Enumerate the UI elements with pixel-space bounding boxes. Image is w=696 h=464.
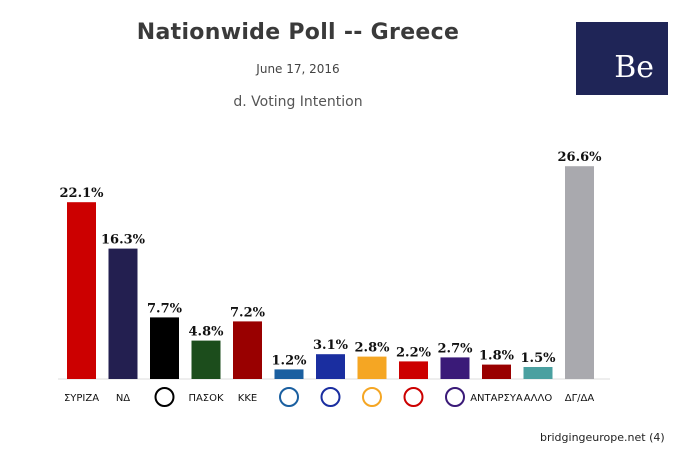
value-label-4: 7.2%: [230, 305, 266, 320]
bar-3: [191, 340, 221, 379]
category-label-1: ΝΔ: [116, 393, 130, 404]
value-label-9: 2.7%: [438, 341, 474, 356]
bar-8: [399, 361, 428, 379]
value-label-6: 3.1%: [313, 338, 349, 353]
value-label-3: 4.8%: [189, 325, 225, 340]
bar-0: [67, 202, 96, 379]
value-label-7: 2.8%: [355, 341, 391, 356]
value-label-10: 1.8%: [479, 349, 515, 364]
category-label-3: ΠΑΣΟΚ: [188, 393, 224, 404]
bar-2: [150, 317, 179, 379]
value-label-8: 2.2%: [396, 345, 432, 360]
category-label-4: ΚΚΕ: [238, 393, 257, 404]
category-label-11: ΑΛΛΟ: [524, 393, 553, 404]
category-label-12: ΔΓ/ΔΑ: [565, 393, 595, 404]
bar-6: [316, 354, 345, 379]
bar-12: [565, 166, 594, 379]
chart-subtitle: d. Voting Intention: [233, 94, 363, 110]
bar-4: [233, 321, 262, 379]
party-logo-icon-6: [320, 387, 341, 407]
party-logo-icon-9: [445, 387, 465, 407]
value-label-5: 1.2%: [272, 353, 308, 368]
source-label: bridgingeurope.net (4): [540, 431, 665, 444]
bar-1: [108, 248, 138, 379]
bar-9: [440, 357, 470, 379]
bar-10: [482, 364, 511, 379]
party-logo-icon-5: [279, 387, 299, 407]
bar-7: [357, 356, 387, 379]
value-label-2: 7.7%: [147, 301, 183, 316]
category-label-10: ΑΝΤΑΡΣΥΑ: [470, 393, 523, 404]
party-logo-icon-2: [154, 387, 175, 407]
logo-text: Be: [614, 50, 654, 85]
bar-5: [274, 369, 304, 379]
chart-title: Nationwide Poll -- Greece: [136, 20, 460, 45]
bar-11: [523, 367, 553, 379]
category-label-0: ΣΥΡΙΖΑ: [64, 393, 99, 404]
poll-date: June 17, 2016: [256, 62, 340, 76]
brand-logo: Be: [576, 22, 668, 95]
value-label-12: 26.6%: [557, 150, 602, 165]
party-logo-icon-7: [362, 387, 382, 407]
value-label-0: 22.1%: [59, 186, 104, 201]
party-logo-icon-8: [403, 387, 424, 407]
value-label-11: 1.5%: [521, 351, 557, 366]
value-label-1: 16.3%: [101, 233, 146, 248]
